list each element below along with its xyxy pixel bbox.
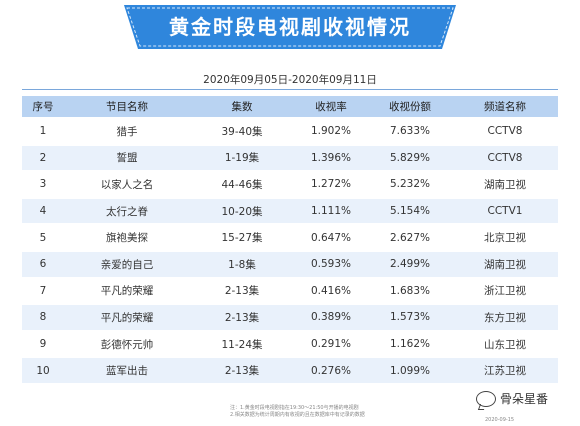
table-row: 3 以家人之名 44-46集 1.272% 5.232% 湖南卫视 (22, 172, 558, 197)
cell-channel: CCTV8 (452, 145, 558, 171)
title-banner: 黄金时段电视剧收视情况 (124, 5, 456, 49)
cell-share: 2.627% (368, 225, 452, 250)
cell-channel: 浙江卫视 (452, 278, 558, 304)
brand-logo: 骨朵星番 (476, 390, 548, 407)
table-row: 9 彭德怀元帅 11-24集 0.291% 1.162% 山东卫视 (22, 331, 558, 357)
cell-rating: 0.416% (294, 278, 368, 304)
footer-date: 2020-09-15 (485, 417, 515, 423)
cell-channel: 东方卫视 (452, 305, 558, 330)
cell-episodes: 1-8集 (190, 251, 294, 277)
cell-episodes: 2-13集 (190, 305, 294, 330)
table-row: 4 太行之脊 10-20集 1.111% 5.154% CCTV1 (22, 198, 558, 224)
cell-share: 1.683% (368, 278, 452, 304)
cell-channel: CCTV1 (452, 198, 558, 224)
cell-share: 7.633% (368, 119, 452, 144)
cell-share: 5.154% (368, 198, 452, 224)
cell-program: 平凡的荣耀 (64, 305, 190, 330)
cell-program: 平凡的荣耀 (64, 278, 190, 304)
header-episodes: 集数 (190, 96, 294, 117)
cell-rank: 9 (22, 331, 64, 357)
page-title: 黄金时段电视剧收视情况 (169, 15, 411, 39)
cell-episodes: 10-20集 (190, 198, 294, 224)
cell-episodes: 39-40集 (190, 119, 294, 144)
cell-rank: 8 (22, 305, 64, 330)
cell-rating: 0.276% (294, 358, 368, 383)
cell-share: 5.232% (368, 172, 452, 197)
footnote-line-1: 注：1.黄金时段电视剧指在19:30～21:50与开播的电视剧 (230, 405, 359, 411)
chat-bubble-icon (476, 390, 496, 407)
cell-program: 蓝军出击 (64, 358, 190, 383)
cell-rank: 5 (22, 225, 64, 250)
cell-rank: 3 (22, 172, 64, 197)
cell-rating: 0.647% (294, 225, 368, 250)
cell-program: 猎手 (64, 119, 190, 144)
cell-rating: 1.272% (294, 172, 368, 197)
cell-rank: 4 (22, 198, 64, 224)
cell-rank: 1 (22, 119, 64, 144)
cell-rating: 1.396% (294, 145, 368, 171)
cell-program: 以家人之名 (64, 172, 190, 197)
cell-program: 誓盟 (64, 145, 190, 171)
header-program: 节目名称 (64, 96, 190, 117)
cell-rating: 0.291% (294, 331, 368, 357)
cell-share: 1.573% (368, 305, 452, 330)
table-row: 5 旗袍美探 15-27集 0.647% 2.627% 北京卫视 (22, 225, 558, 250)
header-rating: 收视率 (294, 96, 368, 117)
cell-channel: 江苏卫视 (452, 358, 558, 383)
cell-program: 太行之脊 (64, 198, 190, 224)
cell-episodes: 15-27集 (190, 225, 294, 250)
divider (22, 89, 558, 90)
footnote: 注：1.黄金时段电视剧指在19:30～21:50与开播的电视剧 2.相关数据为统… (230, 405, 365, 419)
cell-rating: 1.902% (294, 119, 368, 144)
cell-rank: 10 (22, 358, 64, 383)
table-row: 2 誓盟 1-19集 1.396% 5.829% CCTV8 (22, 145, 558, 171)
table-header-row: 序号 节目名称 集数 收视率 收视份额 频道名称 (22, 96, 558, 117)
cell-episodes: 2-13集 (190, 358, 294, 383)
date-range: 2020年09月05日-2020年09月11日 (203, 74, 377, 86)
cell-channel: 湖南卫视 (452, 172, 558, 197)
cell-episodes: 2-13集 (190, 278, 294, 304)
banner-shape (124, 5, 456, 49)
cell-rating: 1.111% (294, 198, 368, 224)
cell-episodes: 44-46集 (190, 172, 294, 197)
cell-program: 旗袍美探 (64, 225, 190, 250)
table-row: 8 平凡的荣耀 2-13集 0.389% 1.573% 东方卫视 (22, 305, 558, 330)
table-row: 1 猎手 39-40集 1.902% 7.633% CCTV8 (22, 119, 558, 144)
table-row: 6 亲爱的自己 1-8集 0.593% 2.499% 湖南卫视 (22, 251, 558, 277)
header-share: 收视份额 (368, 96, 452, 117)
cell-rank: 2 (22, 145, 64, 171)
cell-share: 1.162% (368, 331, 452, 357)
cell-program: 彭德怀元帅 (64, 331, 190, 357)
cell-channel: CCTV8 (452, 119, 558, 144)
cell-rating: 0.389% (294, 305, 368, 330)
header-rank: 序号 (22, 96, 64, 117)
brand-name: 骨朵星番 (500, 392, 549, 406)
cell-share: 2.499% (368, 251, 452, 277)
cell-share: 1.099% (368, 358, 452, 383)
ratings-table: 序号 节目名称 集数 收视率 收视份额 频道名称 1 猎手 39-40集 1.902%… (22, 94, 558, 385)
cell-channel: 山东卫视 (452, 331, 558, 357)
cell-rating: 0.593% (294, 251, 368, 277)
cell-episodes: 11-24集 (190, 331, 294, 357)
cell-channel: 北京卫视 (452, 225, 558, 250)
table-row: 7 平凡的荣耀 2-13集 0.416% 1.683% 浙江卫视 (22, 278, 558, 304)
footnote-line-2: 2.相关数据为统计周期内有收视的且在数据库中有记录的数据 (230, 412, 365, 418)
cell-episodes: 1-19集 (190, 145, 294, 171)
cell-rank: 7 (22, 278, 64, 304)
cell-share: 5.829% (368, 145, 452, 171)
cell-rank: 6 (22, 251, 64, 277)
cell-program: 亲爱的自己 (64, 251, 190, 277)
cell-channel: 湖南卫视 (452, 251, 558, 277)
header-channel: 频道名称 (452, 96, 558, 117)
table-row: 10 蓝军出击 2-13集 0.276% 1.099% 江苏卫视 (22, 358, 558, 383)
